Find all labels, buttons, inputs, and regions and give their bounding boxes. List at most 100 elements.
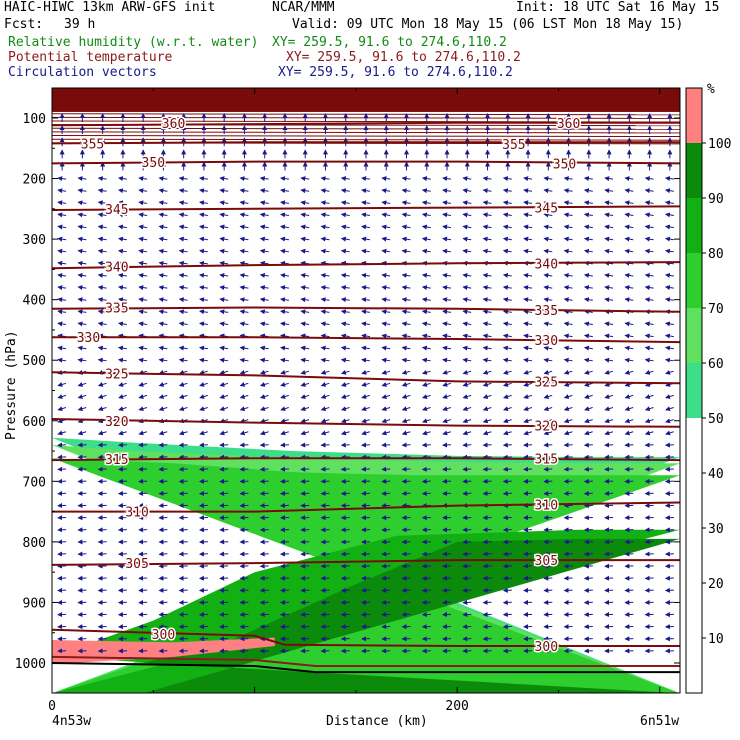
vector-arrow [340, 212, 350, 218]
vector-arrow [583, 321, 593, 327]
vector-arrow [178, 321, 188, 327]
vector-arrow [320, 382, 330, 387]
vector-arrow [583, 357, 593, 363]
vector-arrow [117, 309, 127, 315]
vector-arrow [361, 321, 371, 327]
vector-arrow [523, 406, 533, 412]
theta-label: 310 [535, 498, 558, 513]
vector-arrow [421, 176, 431, 182]
vector-arrow [543, 394, 553, 399]
vector-arrow [219, 297, 229, 303]
vector-arrow [644, 369, 654, 375]
vector-arrow [158, 430, 168, 436]
vector-arrow [138, 224, 148, 230]
vector-arrow [198, 357, 208, 363]
vector-arrow [442, 188, 452, 194]
vector-arrow [482, 418, 492, 424]
vector-arrow [178, 272, 188, 278]
vector-arrow [219, 406, 229, 412]
vector-arrow [340, 321, 350, 327]
colorbar-band-60 [686, 308, 702, 363]
vector-arrow [421, 333, 431, 339]
vector-arrow [239, 382, 249, 387]
vector-arrow [442, 345, 452, 351]
vector-arrow [138, 188, 148, 194]
vector-arrow [482, 188, 492, 194]
vector-arrow [401, 248, 411, 254]
vector-arrow [320, 394, 330, 399]
vector-arrow [563, 224, 573, 230]
vector-arrow [320, 176, 330, 182]
vector-arrow [178, 309, 188, 315]
vector-arrow [138, 236, 148, 242]
vector-arrow [198, 224, 208, 230]
vector-arrow [198, 297, 208, 303]
vector-arrow [259, 394, 269, 399]
vector-arrow [280, 224, 289, 230]
vector-arrow [381, 188, 391, 194]
vector-arrow [664, 248, 674, 254]
colorbar-band-100 [686, 88, 702, 143]
vector-arrow [462, 248, 472, 254]
vector-arrow [482, 248, 492, 254]
vector-arrow [502, 297, 512, 303]
colorbar-band-0 [686, 418, 702, 693]
vector-arrow [219, 200, 229, 206]
vector-arrow [118, 430, 127, 436]
vector-arrow [624, 430, 634, 436]
vector-arrow [462, 200, 472, 206]
vector-arrow [239, 297, 249, 303]
vector-arrow [178, 200, 188, 206]
vector-arrow [462, 394, 472, 399]
vector-arrow [97, 200, 107, 206]
vector-arrow [644, 200, 654, 206]
theta-label: 350 [142, 156, 165, 171]
vector-arrow [77, 430, 87, 436]
vector-arrow [482, 321, 492, 327]
vector-arrow [259, 418, 269, 424]
theta-dense-line [52, 135, 680, 138]
vector-arrow [138, 200, 148, 206]
vector-arrow [604, 333, 614, 339]
vector-arrow [158, 188, 168, 194]
vector-arrow [644, 297, 654, 303]
vector-arrow [300, 345, 310, 351]
theta-dense-band [52, 88, 680, 112]
vector-arrow [381, 418, 391, 424]
vector-arrow [57, 430, 67, 436]
vector-arrow [178, 369, 188, 375]
vector-arrow [563, 394, 573, 399]
theta-label: 330 [535, 334, 558, 349]
vector-arrow [502, 357, 512, 363]
vector-arrow [138, 406, 148, 412]
vector-arrow [543, 188, 553, 194]
vector-arrow [604, 345, 614, 351]
vector-arrow [442, 357, 452, 363]
vector-arrow [604, 418, 614, 424]
vector-arrow [665, 406, 674, 412]
vector-arrow [644, 236, 654, 242]
vector-arrow [482, 297, 492, 303]
vector-arrow [604, 406, 614, 412]
vector-arrow [239, 406, 249, 412]
vector-arrow [604, 382, 614, 387]
vector-arrow [138, 345, 148, 351]
vector-arrow [482, 430, 492, 436]
vector-arrow [442, 394, 452, 399]
vector-arrow [401, 382, 411, 387]
vector-arrow [361, 224, 371, 230]
vector-arrow [543, 285, 553, 291]
colorbar: 10 20 30 40 50 60 70 80 90 100 [685, 87, 731, 694]
vector-arrow [563, 345, 573, 351]
vector-arrow [664, 333, 674, 339]
vector-arrow [239, 369, 249, 375]
theta-label: 360 [557, 117, 580, 132]
vector-arrow [138, 357, 148, 363]
vector-arrow [563, 200, 573, 206]
vector-arrow [239, 309, 249, 315]
vector-arrow [543, 357, 553, 363]
field-rh-name: Relative humidity (w.r.t. water) [8, 35, 259, 50]
vector-arrow [259, 236, 269, 242]
vector-arrow [442, 224, 452, 230]
vector-arrow [381, 272, 391, 278]
